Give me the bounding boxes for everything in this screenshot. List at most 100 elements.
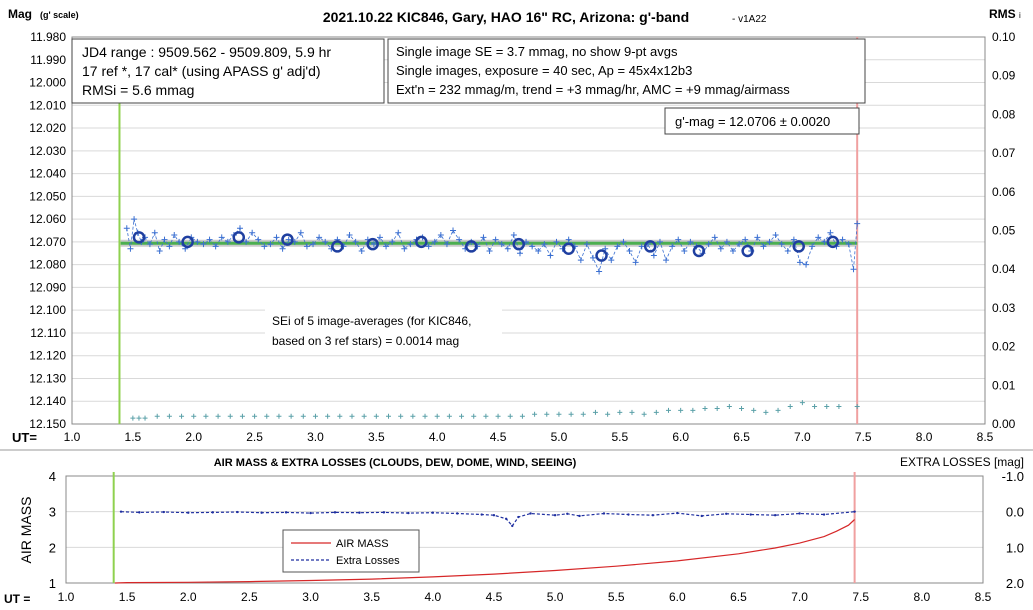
extra-losses-line — [120, 511, 855, 527]
single-image-point — [166, 243, 173, 250]
y2-tick-label: 0.09 — [992, 69, 1016, 83]
single-image-point — [547, 252, 554, 259]
annotation-single-image: Single image SE = 3.7 mmag, no show 9-pt… — [387, 38, 866, 104]
single-image-point — [596, 268, 603, 275]
single-image-point — [608, 257, 615, 264]
rms-point — [386, 413, 392, 419]
average-point — [692, 244, 706, 258]
single-image-point — [480, 234, 487, 241]
y-tick-label: 12.000 — [29, 76, 66, 90]
top-chart-title: 2021.10.22 KIC846, Gary, HAO 16" RC, Ari… — [323, 9, 689, 25]
rms-point — [288, 413, 294, 419]
rms-point — [568, 411, 574, 417]
rms-point — [714, 405, 720, 411]
average-point — [562, 242, 575, 255]
y2-tick-label: 0.03 — [992, 301, 1016, 315]
rms-point — [653, 409, 659, 415]
single-image-point — [171, 232, 178, 239]
rms-point — [544, 411, 550, 417]
x-tick-label: 4.5 — [486, 590, 503, 604]
single-image-point — [352, 238, 359, 245]
x-tick-label: 8.0 — [916, 430, 933, 444]
single-image-point — [626, 247, 633, 254]
single-image-point — [766, 238, 773, 245]
extra-losses-point — [553, 514, 557, 517]
y-tick-label: 12.090 — [29, 280, 66, 294]
single-image-point — [839, 236, 846, 243]
single-image-point — [730, 247, 737, 254]
average-point — [232, 231, 246, 244]
rms-point — [775, 407, 781, 413]
single-image-point — [395, 229, 402, 236]
y-tick-label: 12.020 — [29, 121, 66, 135]
svg-text:JD4 range : 9509.562 - 9509.80: JD4 range : 9509.562 - 9509.809, 5.9 hr — [82, 44, 331, 60]
extra-losses-point — [749, 513, 752, 516]
single-image-point — [127, 245, 134, 252]
rms-point — [373, 413, 379, 419]
single-image-point — [510, 232, 517, 239]
single-image-point — [656, 238, 663, 245]
single-image-point — [638, 243, 645, 250]
single-image-point — [194, 238, 201, 245]
rms-point — [361, 413, 367, 419]
y2-tick-label: 0.08 — [992, 107, 1016, 121]
single-image-point — [784, 247, 791, 254]
svg-text:SEi of 5 image-averages (for K: SEi of 5 image-averages (for KIC846, — [272, 314, 471, 328]
average-point — [741, 244, 754, 258]
rms-point — [459, 413, 465, 419]
x-tick-label: 1.5 — [125, 430, 142, 444]
y-tick-label: 12.050 — [29, 189, 66, 203]
x-tick-label: 3.0 — [302, 590, 319, 604]
extra-losses-point — [627, 513, 630, 516]
single-image-point — [687, 238, 694, 245]
single-image-point — [279, 245, 286, 252]
rms-point — [739, 405, 745, 411]
single-image-point — [273, 234, 280, 241]
single-image-point — [590, 254, 597, 261]
single-image-point — [431, 238, 438, 245]
extra-losses-point — [333, 511, 337, 514]
single-image-point — [778, 241, 785, 248]
average-point — [512, 237, 526, 251]
x-tick-label: 2.0 — [185, 430, 202, 444]
single-image-point — [772, 232, 779, 239]
single-image-point — [261, 243, 268, 250]
annotation-sei: SEi of 5 image-averages (for KIC846, bas… — [265, 307, 502, 355]
x-tick-label: 5.0 — [547, 590, 564, 604]
single-image-point — [322, 238, 329, 245]
single-image-point — [383, 243, 390, 250]
y-tick-label: 12.070 — [29, 235, 66, 249]
single-image-point — [131, 216, 138, 223]
x-tick-label: 7.5 — [855, 430, 872, 444]
y2-tick-label: 0.05 — [992, 224, 1016, 238]
single-image-point — [218, 234, 225, 241]
rms-point — [252, 413, 258, 419]
rms-point — [312, 413, 318, 419]
y-tick-label: 12.080 — [29, 258, 66, 272]
y-tick-label: 11.990 — [30, 53, 66, 67]
svg-text:RMSi = 5.6 mmag: RMSi = 5.6 mmag — [82, 82, 194, 98]
rms-point — [495, 413, 501, 419]
single-image-point — [803, 261, 810, 268]
right-axis-title-sub: i — [1019, 11, 1021, 20]
rms-point — [300, 413, 306, 419]
single-image-point — [376, 234, 383, 241]
single-image-point — [760, 243, 767, 250]
bottom-y-ticks: 4 3 2 1 — [49, 469, 56, 591]
rms-point — [678, 407, 684, 413]
y-tick-label: 2 — [49, 540, 56, 555]
single-image-point — [346, 232, 353, 239]
rms-point — [629, 409, 635, 415]
single-image-point — [854, 220, 861, 227]
extra-losses-point — [517, 515, 520, 519]
legend-losses-label: Extra Losses — [336, 555, 400, 567]
single-image-point — [681, 247, 688, 254]
x-tick-label: 1.0 — [64, 430, 81, 444]
svg-text:17 ref *, 17 cal* (using APASS: 17 ref *, 17 cal* (using APASS g' adj'd) — [82, 63, 321, 79]
rms-point — [507, 413, 513, 419]
single-image-point — [303, 243, 310, 250]
single-image-point — [358, 247, 365, 254]
extra-losses-point — [284, 511, 288, 514]
rms-point — [787, 404, 793, 410]
